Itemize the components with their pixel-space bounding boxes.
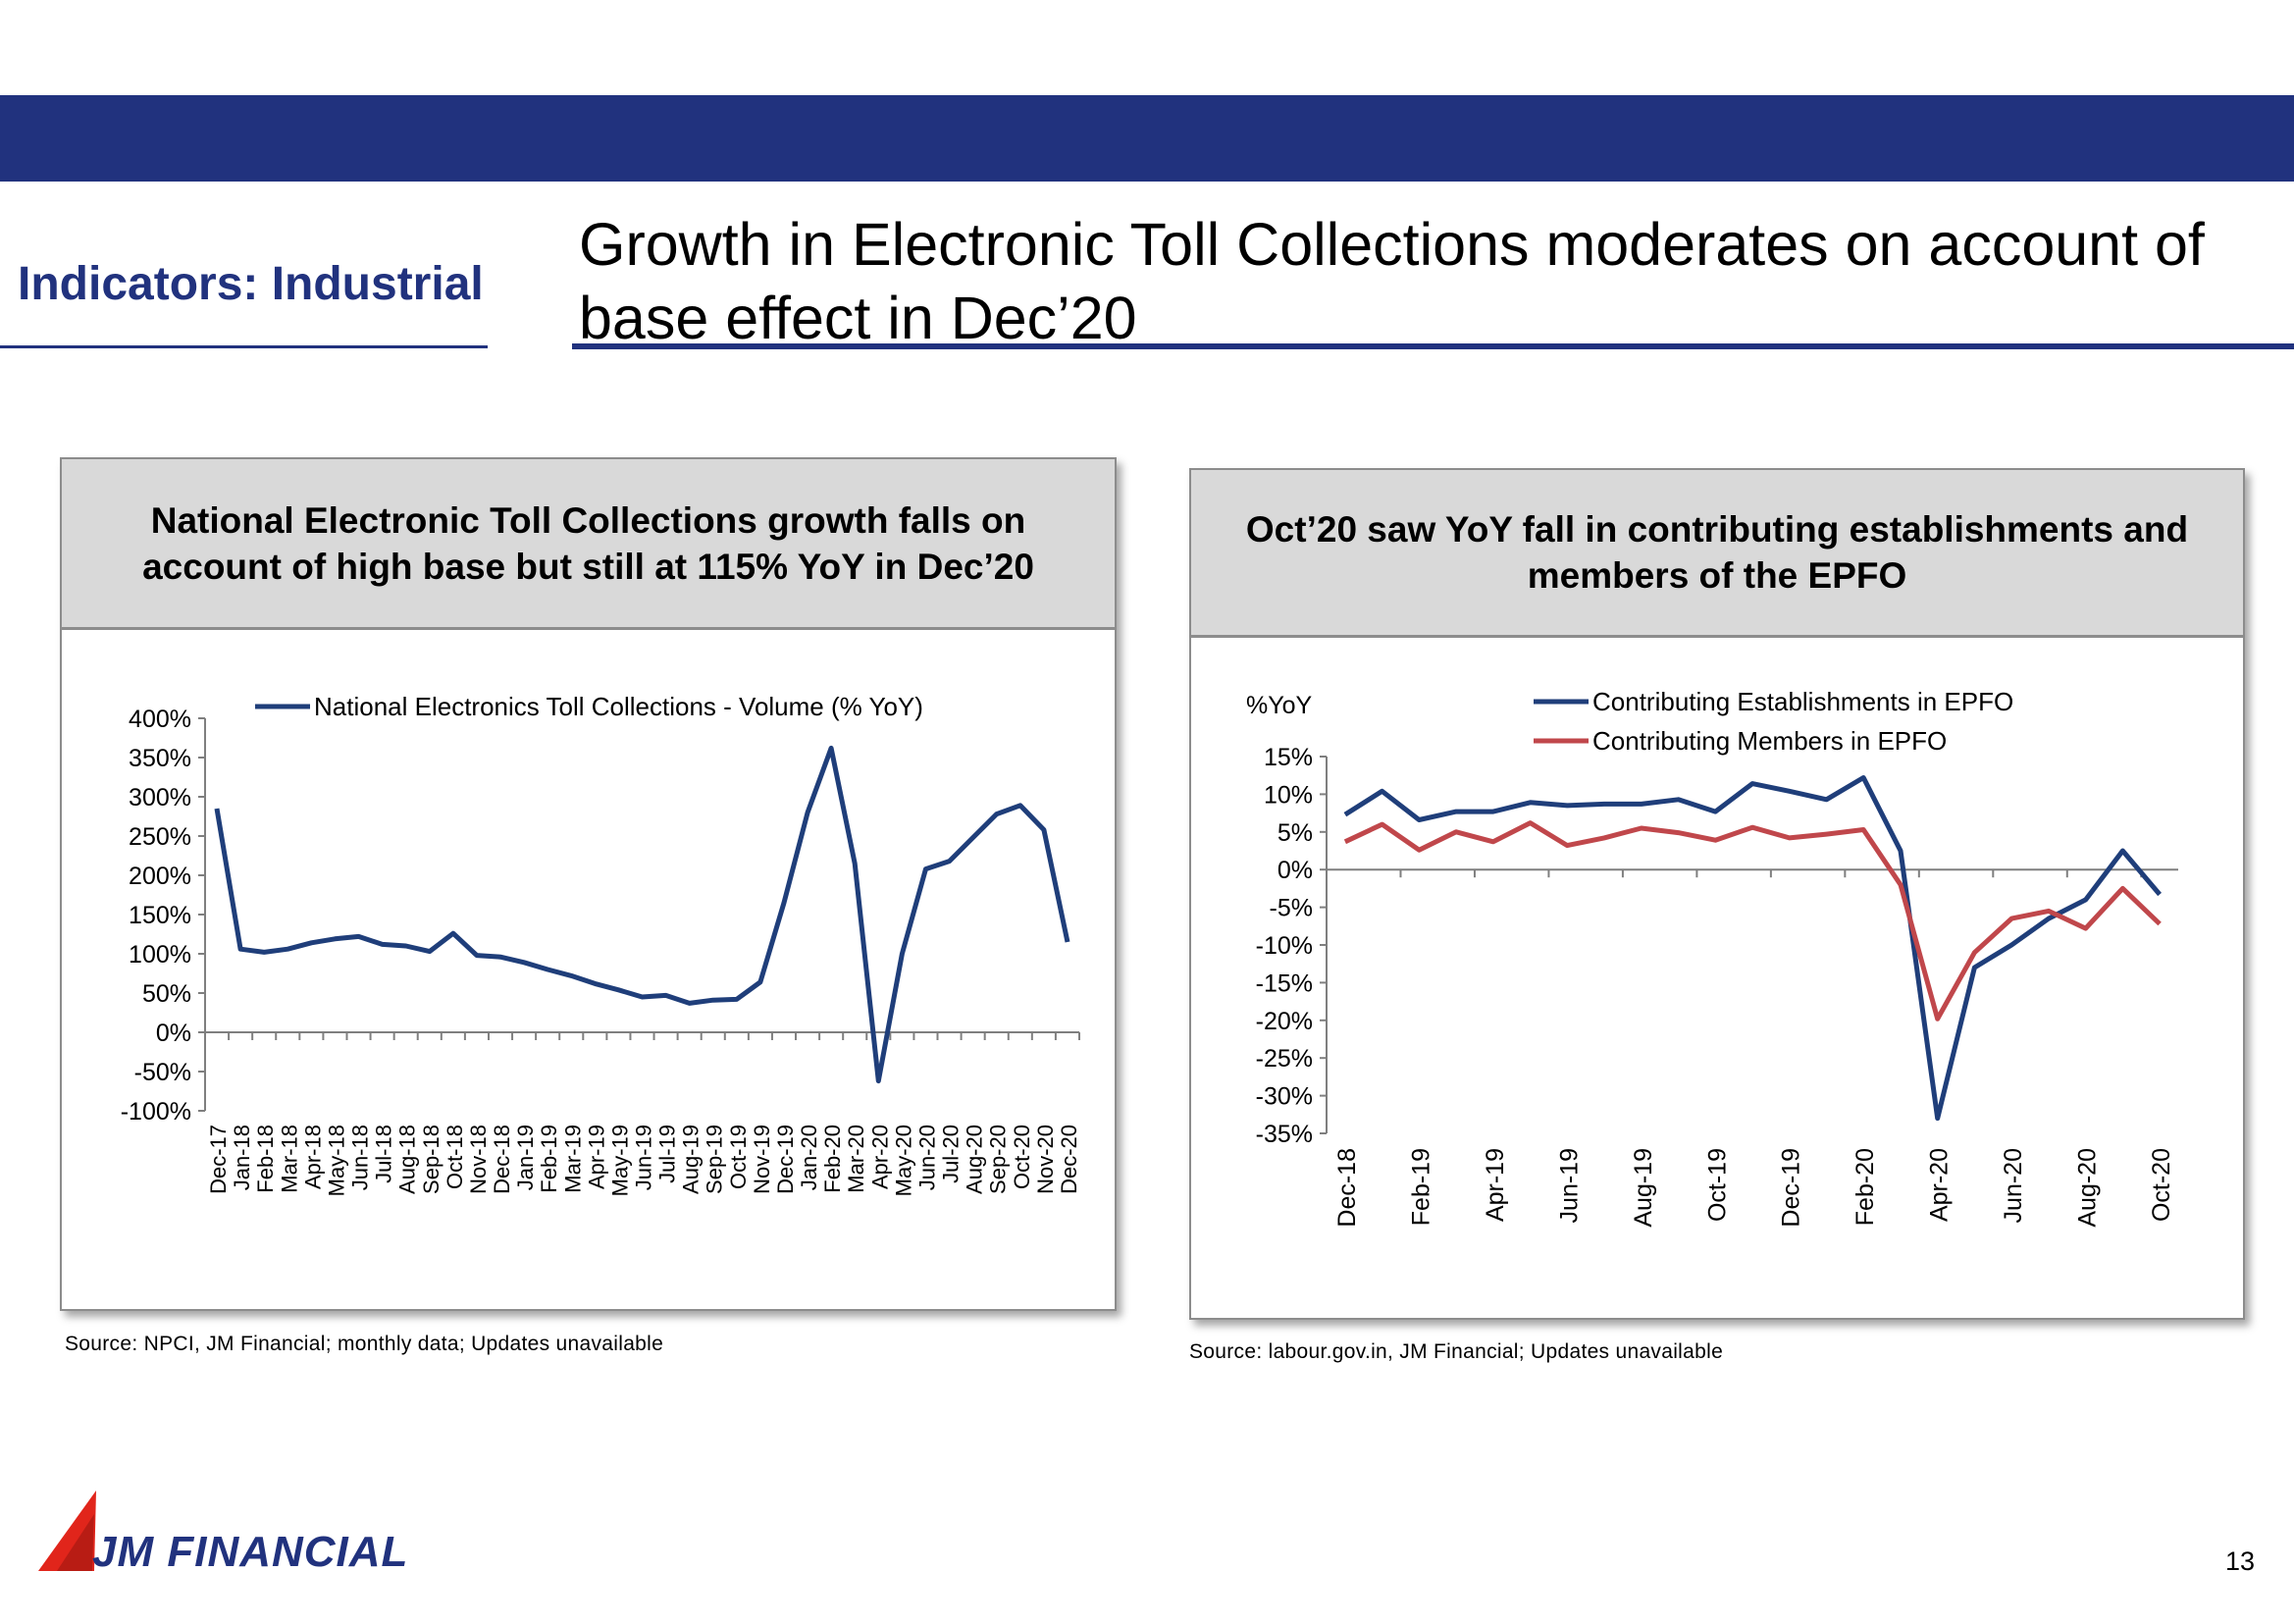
x-tick-label: Jul-20 bbox=[939, 1125, 964, 1183]
series-line bbox=[1343, 820, 2162, 1022]
section-underline bbox=[0, 345, 488, 348]
x-tick-label: Jan-20 bbox=[797, 1125, 821, 1190]
x-tick-label: Dec-19 bbox=[1778, 1148, 1805, 1228]
epfo-chart: %YoY 15% 10% 5% 0% -5% -10% -15% -20% -25% -30% -35… bbox=[1246, 687, 2178, 1228]
x-tick-label: Mar-20 bbox=[844, 1125, 868, 1193]
x-tick-label: Feb-18 bbox=[253, 1125, 278, 1193]
y-tick-label: 300% bbox=[129, 784, 191, 812]
x-tick-label: Jun-18 bbox=[348, 1125, 373, 1190]
epfo-panel: Oct’20 saw YoY fall in contributing esta… bbox=[1189, 468, 2245, 1320]
x-tick-label: Jun-19 bbox=[1555, 1148, 1583, 1223]
x-tick-label: Sep-20 bbox=[986, 1125, 1011, 1194]
x-tick-label: Oct-20 bbox=[2148, 1148, 2175, 1222]
jm-financial-logo-icon bbox=[38, 1491, 96, 1571]
x-tick-label: Mar-18 bbox=[277, 1125, 301, 1193]
x-tick-label: Aug-19 bbox=[1630, 1148, 1657, 1228]
y-tick-label: 400% bbox=[129, 706, 191, 733]
x-tick-label: Dec-19 bbox=[773, 1125, 798, 1194]
logo-wordmark: JM FINANCIAL bbox=[92, 1528, 409, 1576]
x-tick-label: Aug-18 bbox=[395, 1125, 420, 1194]
x-tick-label: Apr-18 bbox=[300, 1125, 325, 1189]
series-line bbox=[1343, 775, 2163, 1122]
x-tick-label: May-18 bbox=[324, 1125, 348, 1196]
y-tick-label: -10% bbox=[1256, 932, 1313, 960]
x-tick-label: Aug-20 bbox=[2074, 1148, 2102, 1228]
page-headline: Growth in Electronic Toll Collections mo… bbox=[579, 211, 2205, 351]
y-tick-label: 150% bbox=[129, 902, 191, 929]
x-tick-label: Feb-20 bbox=[1851, 1148, 1879, 1226]
legend-label: Contributing Members in EPFO bbox=[1592, 726, 1947, 756]
x-tick-label: Jun-19 bbox=[632, 1125, 656, 1190]
x-tick-label: Apr-20 bbox=[1926, 1148, 1954, 1222]
x-tick-label: Apr-19 bbox=[1482, 1148, 1509, 1222]
x-tick-label: Dec-18 bbox=[490, 1125, 514, 1194]
x-tick-label: Dec-17 bbox=[206, 1125, 231, 1194]
x-tick-label: Oct-20 bbox=[1010, 1125, 1034, 1189]
top-banner bbox=[0, 95, 2294, 182]
y-tick-label: 50% bbox=[142, 980, 191, 1008]
x-tick-label: Sep-18 bbox=[419, 1125, 443, 1194]
x-tick-label: Nov-20 bbox=[1033, 1125, 1058, 1194]
y-tick-label: -100% bbox=[121, 1098, 191, 1126]
x-tick-label: Mar-19 bbox=[560, 1125, 585, 1193]
x-tick-label: Apr-19 bbox=[584, 1125, 608, 1189]
legend-label: National Electronics Toll Collections - … bbox=[314, 692, 923, 721]
right-source-note: Source: labour.gov.in, JM Financial; Upd… bbox=[1189, 1340, 1724, 1363]
y-tick-label: 100% bbox=[129, 941, 191, 969]
x-tick-label: Dec-18 bbox=[1333, 1148, 1361, 1228]
y-tick-label: -15% bbox=[1256, 969, 1313, 997]
x-tick-label: Feb-20 bbox=[820, 1125, 845, 1193]
y-tick-label: -30% bbox=[1256, 1083, 1313, 1111]
left-source-note: Source: NPCI, JM Financial; monthly data… bbox=[65, 1333, 664, 1355]
x-tick-label: May-20 bbox=[891, 1125, 915, 1196]
series-line bbox=[214, 745, 1070, 1084]
toll-collections-panel: National Electronic Toll Collections gro… bbox=[60, 457, 1117, 1311]
y-tick-label: -35% bbox=[1256, 1121, 1313, 1148]
y-tick-label: -5% bbox=[1270, 895, 1313, 922]
y-tick-label: 10% bbox=[1264, 781, 1313, 809]
x-tick-label: Apr-20 bbox=[867, 1125, 892, 1189]
y-tick-label: 0% bbox=[1277, 857, 1313, 884]
page-number: 13 bbox=[2225, 1546, 2256, 1576]
section-label: Indicators: Industrial bbox=[18, 258, 484, 310]
x-tick-label: Dec-20 bbox=[1057, 1125, 1081, 1194]
y-tick-label: -25% bbox=[1256, 1045, 1313, 1073]
headline-underline bbox=[572, 343, 2294, 349]
x-tick-label: Jan-18 bbox=[230, 1125, 254, 1190]
x-tick-label: Aug-20 bbox=[963, 1125, 987, 1194]
legend-label: Contributing Establishments in EPFO bbox=[1592, 687, 2013, 716]
x-tick-label: Nov-18 bbox=[466, 1125, 491, 1194]
x-tick-label: Feb-19 bbox=[537, 1125, 561, 1193]
x-tick-label: Jan-19 bbox=[513, 1125, 538, 1190]
toll-collections-chart: 400% 350% 300% 250% 200% 150% 100% 50% 0% -50% -10… bbox=[121, 692, 1081, 1196]
x-tick-label: Oct-19 bbox=[726, 1125, 751, 1189]
y-tick-label: 200% bbox=[129, 863, 191, 890]
y-tick-label: -50% bbox=[134, 1059, 191, 1086]
x-tick-label: Oct-18 bbox=[443, 1125, 467, 1189]
y-tick-label: 250% bbox=[129, 823, 191, 851]
x-tick-label: Jul-19 bbox=[655, 1125, 680, 1183]
x-tick-label: Jun-20 bbox=[2000, 1148, 2027, 1223]
epfo-chart-title: Oct’20 saw YoY fall in contributing esta… bbox=[1191, 470, 2243, 638]
x-tick-label: Jul-18 bbox=[372, 1125, 396, 1183]
x-tick-label: Jun-20 bbox=[914, 1125, 939, 1190]
y-axis-label: %YoY bbox=[1246, 692, 1313, 719]
x-tick-label: Oct-19 bbox=[1703, 1148, 1731, 1222]
x-tick-label: Aug-19 bbox=[679, 1125, 704, 1194]
x-tick-label: May-19 bbox=[607, 1125, 632, 1196]
y-tick-label: 350% bbox=[129, 745, 191, 772]
y-tick-label: 0% bbox=[156, 1020, 191, 1047]
y-tick-label: 5% bbox=[1277, 819, 1313, 847]
x-tick-label: Nov-19 bbox=[750, 1125, 774, 1194]
y-tick-label: -20% bbox=[1256, 1008, 1313, 1035]
y-tick-label: 15% bbox=[1264, 744, 1313, 771]
x-tick-label: Sep-19 bbox=[703, 1125, 727, 1194]
toll-chart-title: National Electronic Toll Collections gro… bbox=[62, 459, 1115, 630]
x-tick-label: Feb-19 bbox=[1407, 1148, 1434, 1226]
